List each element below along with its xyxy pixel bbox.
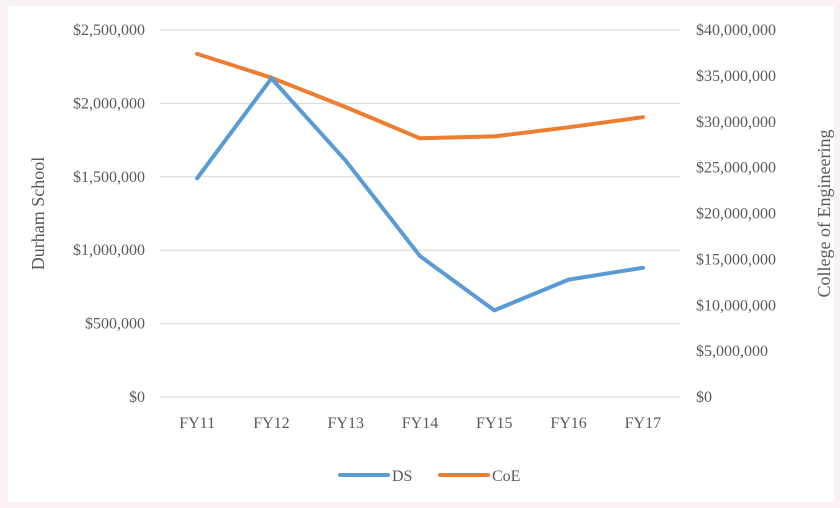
x-tick-label: FY16 [550, 415, 586, 432]
chart-panel [8, 6, 834, 502]
left-tick-label: $500,000 [85, 316, 145, 333]
series-lines [195, 51, 645, 313]
right-tick-label: $25,000,000 [696, 160, 776, 177]
right-tick-label: $35,000,000 [696, 68, 776, 85]
x-tick-label: FY14 [402, 415, 438, 432]
x-tick-label: FY15 [476, 415, 512, 432]
legend-label-ds: DS [392, 468, 412, 485]
left-tick-label: $2,500,000 [73, 22, 145, 39]
legend-label-coe: CoE [492, 468, 520, 485]
x-tick-label: FY11 [179, 415, 215, 432]
left-tick-label: $2,000,000 [73, 95, 145, 112]
right-tick-label: $0 [696, 389, 712, 406]
right-axis-title: College of Engineering [814, 130, 834, 298]
right-tick-label: $40,000,000 [696, 22, 776, 39]
series-line-coe [195, 51, 645, 141]
right-axis-ticks: $0 $5,000,000 $10,000,000 $15,000,000 $20,00… [696, 22, 776, 406]
right-tick-label: $10,000,000 [696, 297, 776, 314]
legend: DS CoE [338, 468, 520, 485]
left-axis-title: Durham School [28, 157, 48, 270]
x-tick-label: FY12 [253, 415, 289, 432]
right-tick-label: $30,000,000 [696, 114, 776, 131]
right-tick-label: $5,000,000 [696, 343, 768, 360]
gridlines [160, 29, 680, 398]
x-tick-label: FY17 [625, 415, 661, 432]
x-axis-ticks: FY11 FY12 FY13 FY14 FY15 FY16 FY17 [179, 415, 661, 432]
series-line-ds [195, 76, 645, 313]
right-tick-label: $20,000,000 [696, 206, 776, 223]
left-axis-ticks: $0 $500,000 $1,000,000 $1,500,000 $2,000,000… [73, 22, 145, 406]
left-tick-label: $1,500,000 [73, 169, 145, 186]
left-tick-label: $0 [129, 389, 145, 406]
x-tick-label: FY13 [327, 415, 363, 432]
right-tick-label: $15,000,000 [696, 251, 776, 268]
left-tick-label: $1,000,000 [73, 242, 145, 259]
